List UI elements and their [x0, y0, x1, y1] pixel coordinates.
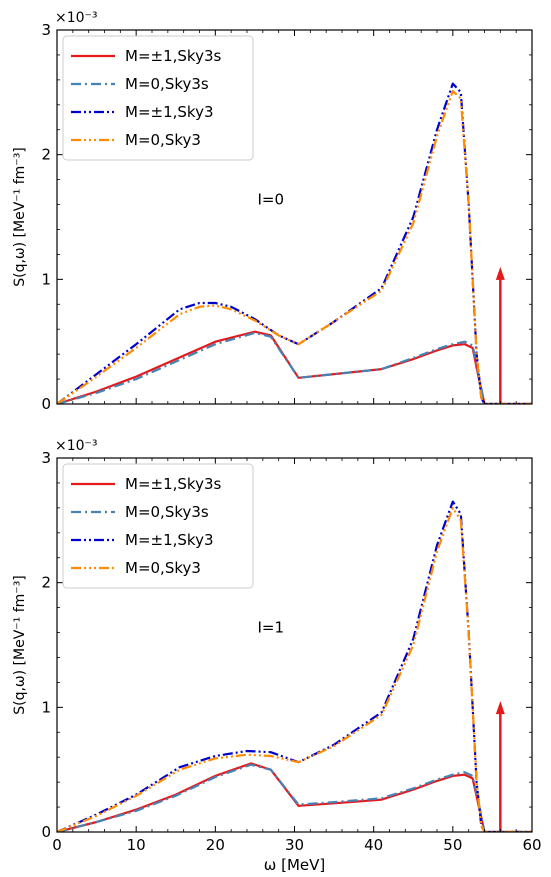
series-line-4 [57, 90, 532, 404]
legend-label-1: M=±1,Sky3s [125, 475, 221, 493]
legend-box [62, 35, 254, 161]
y-scale-label: ×10⁻³ [55, 10, 98, 26]
series-line-1 [57, 762, 532, 832]
series-group [57, 82, 532, 404]
y-axis-label: S(q,ω) [MeV⁻¹ fm⁻³] [12, 575, 28, 715]
legend-label-1: M=±1,Sky3s [125, 47, 221, 65]
legend-box [62, 463, 254, 589]
legend-label-3: M=±1,Sky3 [125, 531, 213, 549]
legend-label-2: M=0,Sky3s [125, 503, 209, 521]
x-tick-label: 60 [522, 836, 541, 854]
y-tick-label: 1 [41, 698, 51, 716]
x-tick-label: 10 [127, 836, 146, 854]
x-tick-label: 50 [443, 836, 462, 854]
legend: M=±1,Sky3s M=0,Sky3s M=±1,Sky3 M=0,Sky3 [62, 463, 254, 589]
panel-annotation: I=0 [257, 191, 284, 209]
series-group [57, 500, 532, 832]
x-tick-label: 0 [52, 836, 62, 854]
series-line-2 [57, 763, 532, 832]
legend-label-2: M=0,Sky3s [125, 75, 209, 93]
y-axis-label: S(q,ω) [MeV⁻¹ fm⁻³] [12, 147, 28, 287]
series-line-4 [57, 506, 532, 832]
series-line-3 [57, 500, 532, 832]
y-scale-label: ×10⁻³ [55, 438, 98, 454]
series-line-3 [57, 82, 532, 404]
arrow-head [495, 266, 505, 280]
y-tick-label: 0 [41, 395, 51, 413]
y-tick-label: 2 [41, 574, 51, 592]
legend-label-4: M=0,Sky3 [125, 559, 201, 577]
x-tick-label: 30 [285, 836, 304, 854]
x-tick-label: 20 [206, 836, 225, 854]
legend: M=±1,Sky3s M=0,Sky3s M=±1,Sky3 M=0,Sky3 [62, 35, 254, 161]
y-tick-label: 1 [41, 270, 51, 288]
arrow-head [495, 701, 505, 715]
chart-panel-2: 0 10 20 30 40 50 60 0 1 2 3×10⁻³ S(q,ω) [MeV⁻¹ fm⁻³… [12, 438, 542, 874]
legend-label-4: M=0,Sky3 [125, 131, 201, 149]
legend-label-3: M=±1,Sky3 [125, 103, 213, 121]
series-line-2 [57, 331, 532, 404]
y-tick-label: 2 [41, 146, 51, 164]
panel-annotation: I=1 [257, 619, 284, 637]
chart-panel-1: 0 1 2 3×10⁻³ S(q,ω) [MeV⁻¹ fm⁻³] I=0 M=±1,Sky3… [12, 10, 533, 413]
y-tick-label: 3 [41, 449, 51, 467]
x-tick-label: 40 [364, 836, 383, 854]
y-tick-label: 3 [41, 21, 51, 39]
x-axis-label: ω [MeV] [264, 856, 325, 874]
y-tick-label: 0 [41, 823, 51, 841]
